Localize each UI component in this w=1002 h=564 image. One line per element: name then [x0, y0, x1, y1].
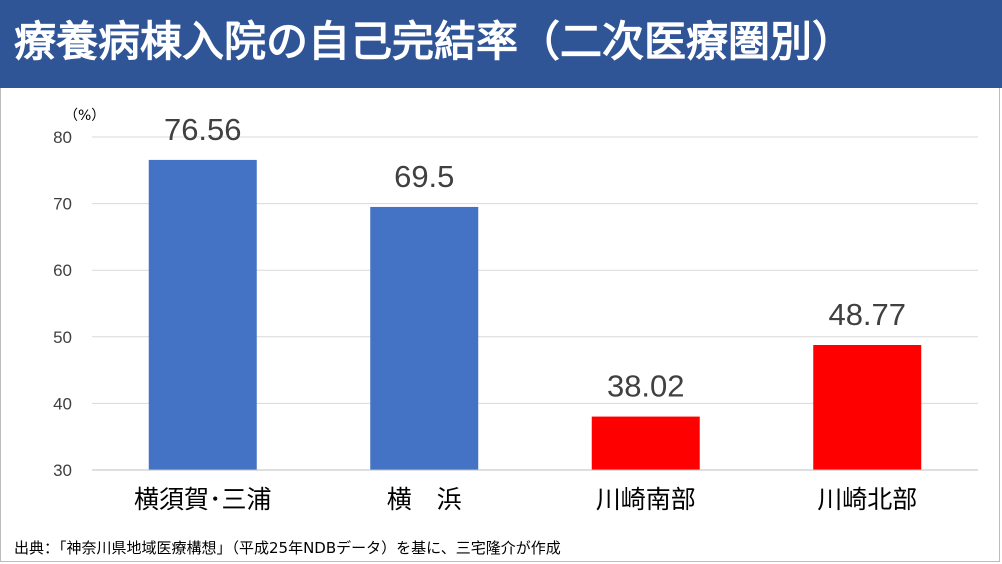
y-tick-label: 30	[53, 461, 72, 480]
source-note: 出典：「神奈川県地域医療構想」（平成25年NDBデータ）を基に、三宅隆介が作成	[14, 539, 561, 557]
category-label: 横須賀･三浦	[134, 485, 272, 514]
bars	[148, 159, 922, 470]
bar	[813, 344, 922, 470]
category-label: 川崎南部	[596, 485, 696, 514]
y-tick-label: 60	[53, 261, 72, 280]
y-tick-label: 40	[53, 394, 72, 413]
data-labels: 76.56 69.5 38.02 48.77	[164, 112, 906, 404]
page-title: 療養病棟入院の自己完結率（二次医療圏別）	[14, 17, 855, 66]
y-tick-label: 50	[53, 328, 72, 347]
y-tick-label: 70	[53, 195, 72, 214]
y-axis-ticks: 30 40 50 60 70 80	[53, 128, 72, 480]
y-tick-label: 80	[53, 128, 72, 147]
data-label: 38.02	[607, 369, 685, 404]
title-bar: 療養病棟入院の自己完結率（二次医療圏別）	[0, 0, 1002, 88]
data-label: 76.56	[164, 112, 242, 147]
data-label: 48.77	[828, 297, 906, 332]
category-label: 横 浜	[387, 485, 462, 514]
y-axis-unit-label: （%）	[64, 108, 105, 124]
x-axis-categories: 横須賀･三浦 横 浜 川崎南部 川崎北部	[134, 485, 917, 514]
bar-chart: 304050607080 76.5669.538.0248.77 横須賀･三浦横…	[53, 108, 978, 514]
category-label: 川崎北部	[817, 485, 917, 514]
bar	[370, 206, 479, 470]
bar	[148, 159, 257, 470]
data-label: 69.5	[394, 159, 454, 194]
bar	[591, 416, 700, 470]
